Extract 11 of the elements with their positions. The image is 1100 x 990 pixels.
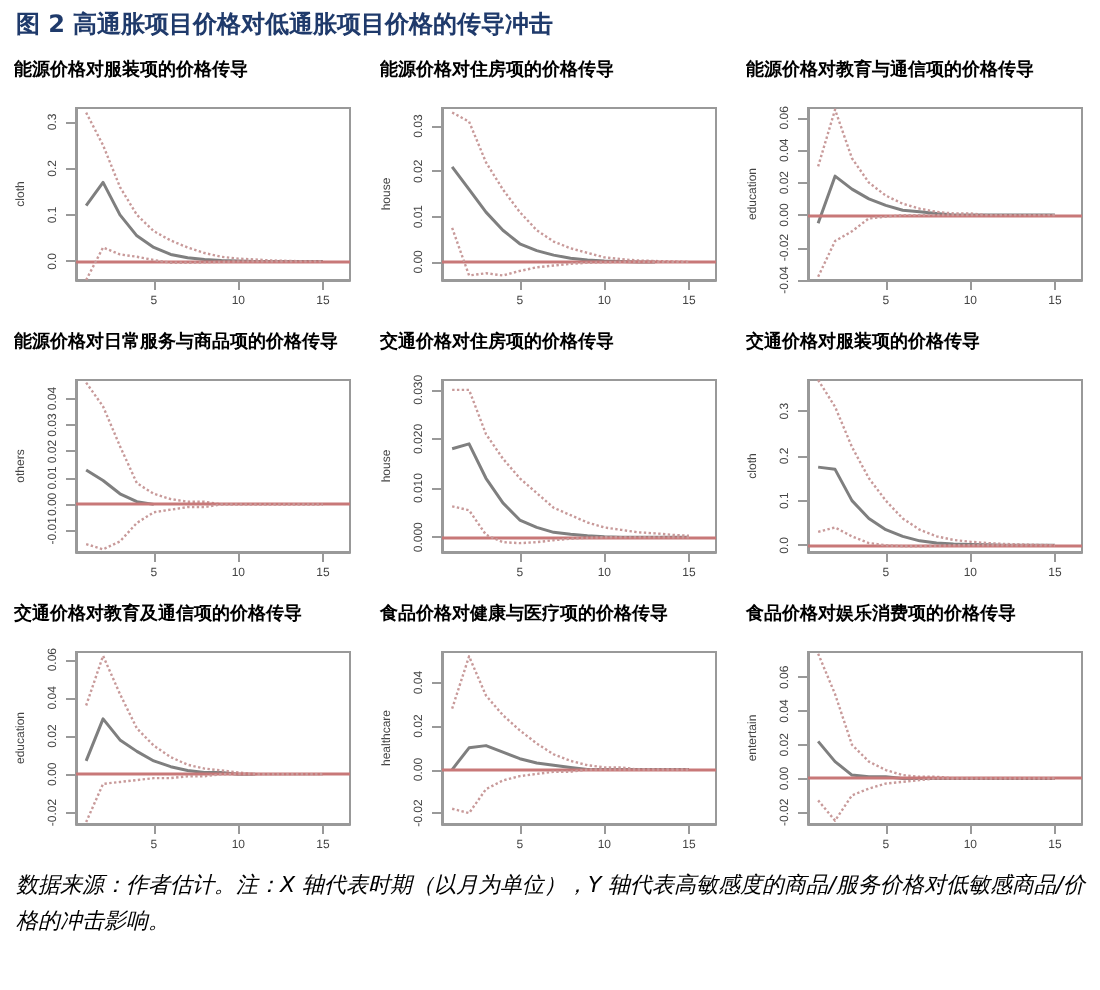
source-note: 数据来源：作者估计。注：X 轴代表时期（以月为单位），Y 轴代表高敏感度的商品/服务价格对低敏感商品/价格的冲击影响。 [16, 870, 1086, 938]
chart-title: 能源价格对住房项的价格传导 [380, 59, 614, 81]
chart-title: 能源价格对教育与通信项的价格传导 [746, 57, 1034, 81]
chart-title: 能源价格对日常服务与商品项的价格传导 [14, 331, 338, 353]
chart-title: 食品价格对健康与医疗项的价格传导 [378, 603, 668, 625]
chart-title: 交通价格对住房项的价格传导 [378, 331, 614, 353]
text: 图 2 高通胀项目价格对低通胀项目价格的传导冲击 [16, 8, 554, 42]
chart-title: 能源价格对服装项的价格传导 [14, 59, 248, 81]
chart-title: 食品价格对娱乐消费项的价格传导 [744, 603, 1016, 625]
chart-title: 交通价格对教育及通信项的价格传导 [12, 601, 302, 625]
chart-title: 交通价格对服装项的价格传导 [744, 331, 980, 353]
